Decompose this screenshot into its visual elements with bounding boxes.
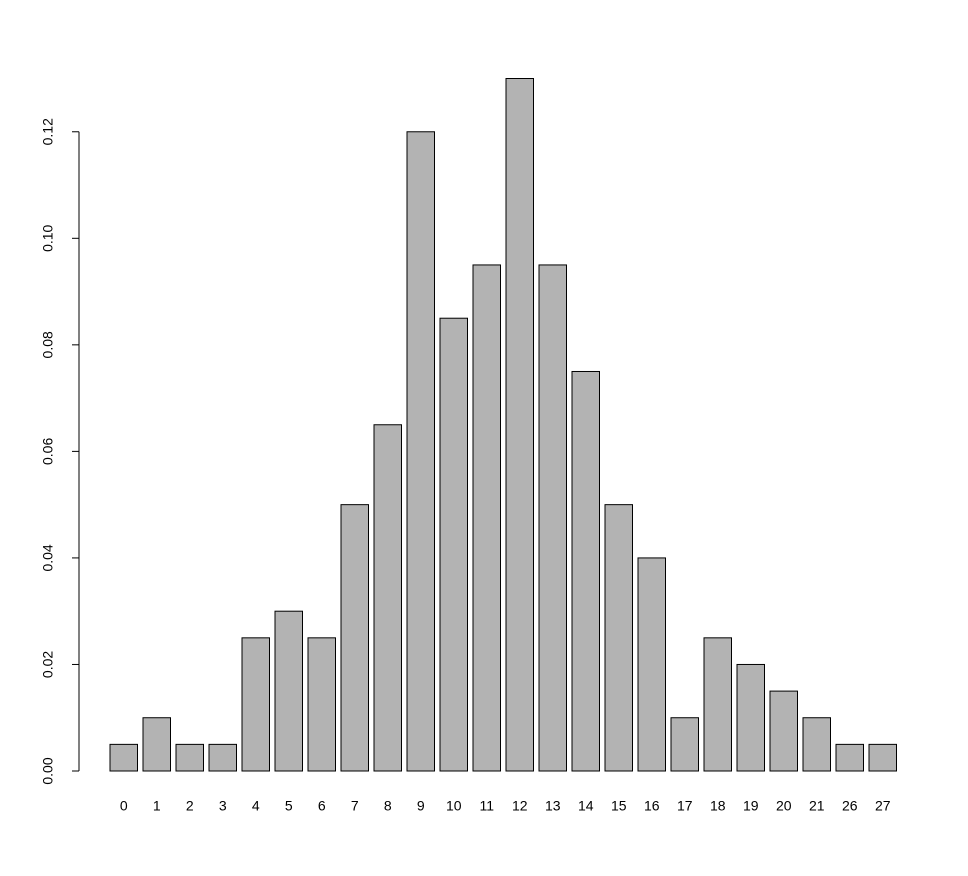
x-tick-label: 12 (512, 798, 528, 814)
x-tick-label: 7 (351, 798, 359, 814)
bar (175, 743, 204, 772)
bar (472, 264, 501, 772)
x-tick-label: 21 (809, 798, 825, 814)
y-tick-label: 0.00 (40, 757, 56, 784)
x-tick-label: 6 (318, 798, 326, 814)
x-tick-label: 9 (417, 798, 425, 814)
x-tick-label: 26 (842, 798, 858, 814)
bar (373, 424, 402, 772)
bar (142, 717, 171, 772)
bar (802, 717, 831, 772)
y-tick-label: 0.04 (40, 544, 56, 571)
y-tick-label: 0.06 (40, 438, 56, 465)
x-tick-label: 16 (644, 798, 660, 814)
bar (406, 131, 435, 772)
bar (835, 743, 864, 772)
bar (109, 743, 138, 772)
x-tick-label: 19 (743, 798, 759, 814)
x-tick-label: 10 (446, 798, 462, 814)
bar (604, 504, 633, 772)
x-tick-label: 15 (611, 798, 627, 814)
y-tick-label: 0.02 (40, 651, 56, 678)
bar (868, 743, 897, 772)
x-tick-label: 14 (578, 798, 594, 814)
x-tick-label: 0 (120, 798, 128, 814)
x-tick-label: 11 (479, 798, 494, 814)
bar (703, 637, 732, 772)
bar (241, 637, 270, 772)
x-tick-label: 18 (710, 798, 726, 814)
bar (505, 78, 534, 772)
x-tick-label: 4 (252, 798, 260, 814)
bar (538, 264, 567, 772)
x-tick-label: 17 (677, 798, 693, 814)
bar (769, 690, 798, 772)
y-tick-label: 0.10 (40, 224, 56, 251)
y-tick-label: 0.08 (40, 331, 56, 358)
bar (637, 557, 666, 772)
x-tick-label: 5 (285, 798, 293, 814)
bar (670, 717, 699, 772)
x-tick-label: 1 (153, 798, 161, 814)
bar (274, 610, 303, 772)
x-tick-label: 20 (776, 798, 792, 814)
x-tick-label: 3 (219, 798, 227, 814)
bar (340, 504, 369, 772)
x-tick-label: 27 (875, 798, 891, 814)
bar (736, 663, 765, 772)
bar (208, 743, 237, 772)
y-tick-label: 0.12 (40, 118, 56, 145)
x-tick-label: 13 (545, 798, 561, 814)
x-tick-label: 8 (384, 798, 392, 814)
bar (439, 317, 468, 772)
bar (571, 370, 600, 772)
bar (307, 637, 336, 772)
x-tick-label: 2 (186, 798, 194, 814)
